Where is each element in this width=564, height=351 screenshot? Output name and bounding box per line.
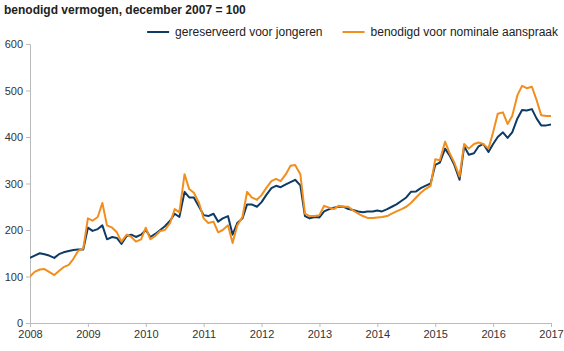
x-axis-tick-label: 2011 <box>192 328 216 340</box>
y-axis-line <box>26 45 31 324</box>
x-axis-tick-label: 2008 <box>18 328 42 340</box>
legend-swatch <box>343 31 365 33</box>
x-axis-tick-mark <box>377 323 378 327</box>
y-axis-tick-mark <box>26 323 30 324</box>
x-axis-tick: 2015 <box>423 323 447 340</box>
legend-swatch <box>147 31 169 33</box>
y-axis-tick: 200 <box>5 224 30 236</box>
x-axis-tick-mark <box>88 323 89 327</box>
x-axis-tick-label: 2014 <box>366 328 390 340</box>
y-axis-tick-label: 100 <box>5 271 23 283</box>
y-axis-tick-mark <box>26 277 30 278</box>
x-axis-tick: 2016 <box>481 323 505 340</box>
x-axis: 2008 2009 2010 2011 2012 2013 2014 2015 2016 2017 <box>18 323 563 340</box>
legend: benodigd voor nominale aanspraak gereserv… <box>147 25 559 39</box>
x-axis-tick: 2014 <box>366 323 390 340</box>
y-axis-tick-label: 600 <box>5 38 23 50</box>
x-axis-tick-label: 2015 <box>423 328 447 340</box>
y-axis-tick-label: 0 <box>17 317 23 329</box>
y-axis-tick-label: 200 <box>5 224 23 236</box>
chart: benodigd vermogen, december 2007 = 100 20… <box>0 0 564 351</box>
x-axis-tick: 2017 <box>539 323 563 340</box>
y-axis-tick-label: 300 <box>5 178 23 190</box>
y-axis-tick: 500 <box>5 85 30 97</box>
x-axis-tick-mark <box>204 323 205 327</box>
x-axis-tick-label: 2009 <box>76 328 100 340</box>
x-axis-tick-mark <box>262 323 263 327</box>
y-axis-tick: 0 <box>17 317 30 329</box>
x-axis-tick-mark <box>551 323 552 327</box>
y-axis-tick-mark <box>26 44 30 45</box>
y-axis-tick: 100 <box>5 271 30 283</box>
series-line <box>30 109 551 258</box>
y-axis-tick: 600 <box>5 38 30 50</box>
x-axis-tick-mark <box>146 323 147 327</box>
y-axis-tick-label: 400 <box>5 131 23 143</box>
x-axis-tick: 2011 <box>192 323 216 340</box>
x-axis-tick-label: 2012 <box>250 328 274 340</box>
x-axis-tick: 2013 <box>308 323 332 340</box>
y-axis: 0 100 200 300 400 500 600 <box>5 38 31 329</box>
y-axis-tick-mark <box>26 91 30 92</box>
x-axis-tick-mark <box>319 323 320 327</box>
x-axis-tick: 2009 <box>76 323 100 340</box>
series-line <box>30 86 551 277</box>
legend-label: benodigd voor nominale aanspraak <box>371 25 559 39</box>
x-axis-line <box>31 324 552 328</box>
x-axis-tick-label: 2010 <box>134 328 158 340</box>
y-axis-tick-mark <box>26 230 30 231</box>
y-axis-tick-mark <box>26 137 30 138</box>
x-axis-tick: 2012 <box>250 323 274 340</box>
y-axis-tick-mark <box>26 184 30 185</box>
legend-label: gereserveerd voor jongeren <box>175 25 322 39</box>
y-axis-tick: 300 <box>5 178 30 190</box>
title: benodigd vermogen, december 2007 = 100 <box>4 3 246 17</box>
x-axis-tick-label: 2013 <box>308 328 332 340</box>
x-axis-tick-label: 2017 <box>539 328 563 340</box>
y-axis-tick: 400 <box>5 131 30 143</box>
x-axis-tick-mark <box>435 323 436 327</box>
x-axis-tick-label: 2016 <box>481 328 505 340</box>
y-axis-tick-label: 500 <box>5 85 23 97</box>
x-axis-tick: 2010 <box>134 323 158 340</box>
plot-area <box>30 86 551 277</box>
x-axis-tick-mark <box>493 323 494 327</box>
